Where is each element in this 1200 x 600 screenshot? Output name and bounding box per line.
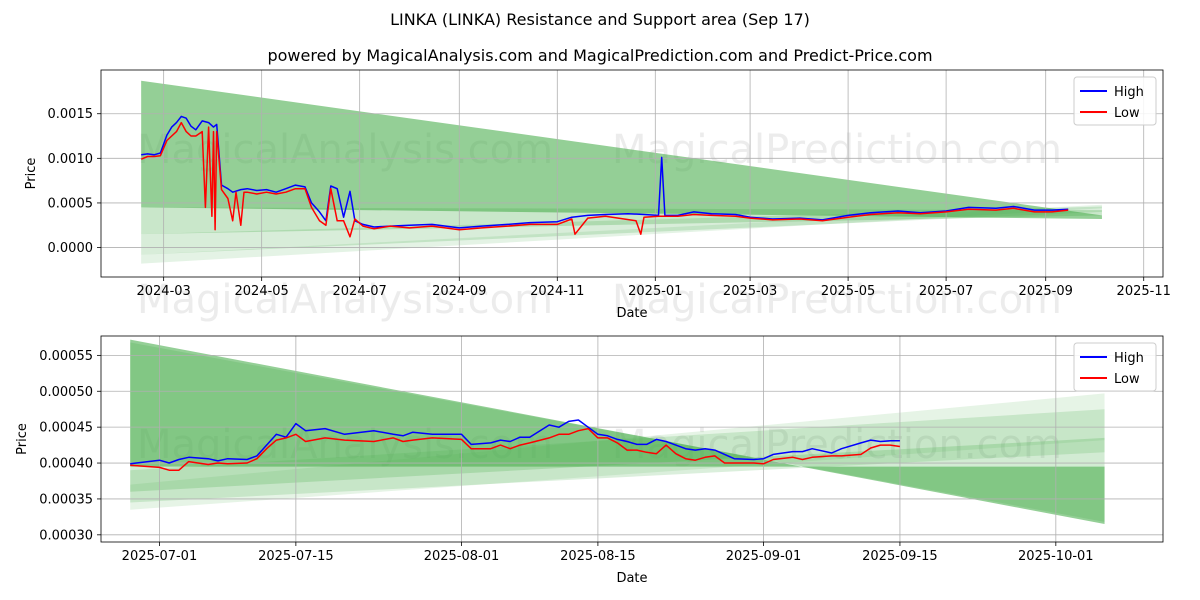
chart-subtitle: powered by MagicalAnalysis.com and Magic… [267,46,933,65]
bottom-chart-panel: 2025-07-01 2025-07-15 2025-08-01 2025-08-15… [15,335,1164,586]
legend: High Low [1073,342,1157,392]
y-axis-label: Price [24,158,39,190]
x-tick-label: 2025-09 [1019,284,1073,299]
support-resistance-band [141,204,1102,264]
x-tick-label: 2025-09-15 [862,549,938,564]
axes-frame [100,69,1164,278]
x-tick-label: 2025-10-01 [1018,549,1094,564]
top-chart-panel: 2024-03 2024-05 2024-07 2024-09 2024-11 2025-… [24,69,1171,321]
watermark-text: MagicalPrediction.com [612,277,1062,323]
y-tick-label: 0.00035 [39,492,93,507]
legend: High Low [1073,76,1157,126]
y-tick-label: 0.00050 [39,385,93,400]
x-tick-label: 2025-05 [821,284,875,299]
support-resistance-band [130,409,1105,503]
x-tick-label: 2025-09-01 [726,549,802,564]
x-tick-label: 2024-09 [432,284,486,299]
y-tick-label: 0.0000 [48,241,94,256]
series-line-high [141,115,1069,229]
support-resistance-band [130,342,1105,522]
series-line-low [130,427,901,471]
y-tick-label: 0.0015 [48,107,94,122]
series-line-low [140,121,1069,238]
band-group [130,339,1105,525]
x-tick-label: 2025-08-01 [424,549,500,564]
series-line-high [130,419,900,465]
legend-label-high: High [1114,85,1144,100]
support-resistance-band [141,206,1102,255]
y-tick-label: 0.0005 [48,196,94,211]
x-tick-label: 2025-03 [723,284,777,299]
y-tick-label: 0.00030 [39,528,93,543]
support-resistance-band [141,80,1102,220]
x-tick-label: 2024-05 [235,284,289,299]
y-tick-label: 0.00040 [39,457,93,472]
x-tick-label: 2024-11 [530,284,584,299]
x-tick-label: 2025-07-01 [122,549,198,564]
x-tick-label: 2025-07-15 [258,549,334,564]
x-axis-label: Date [616,571,647,586]
axes-frame [100,335,1164,543]
y-tick-label: 0.00055 [39,349,93,364]
x-tick-label: 2024-07 [333,284,387,299]
x-tick-label: 2025-07 [919,284,973,299]
watermark-text: MagicalAnalysis.com [137,277,553,323]
legend-label-low: Low [1114,372,1140,387]
support-resistance-band [130,393,1105,510]
x-tick-label: 2025-08-15 [560,549,636,564]
support-resistance-band [130,339,1105,525]
chart-title: LINKA (LINKA) Resistance and Support are… [390,10,810,29]
series-group [140,115,1069,238]
x-tick-label: 2024-03 [136,284,190,299]
y-tick-label: 0.00045 [39,421,93,436]
y-tick-label: 0.0010 [48,152,94,167]
legend-label-low: Low [1114,106,1140,121]
x-tick-label: 2025-11 [1117,284,1171,299]
x-axis-label: Date [616,306,647,321]
series-group [130,419,901,471]
band-group [141,80,1102,264]
y-axis-label: Price [15,423,30,455]
x-tick-label: 2025-01 [628,284,682,299]
legend-label-high: High [1114,351,1144,366]
